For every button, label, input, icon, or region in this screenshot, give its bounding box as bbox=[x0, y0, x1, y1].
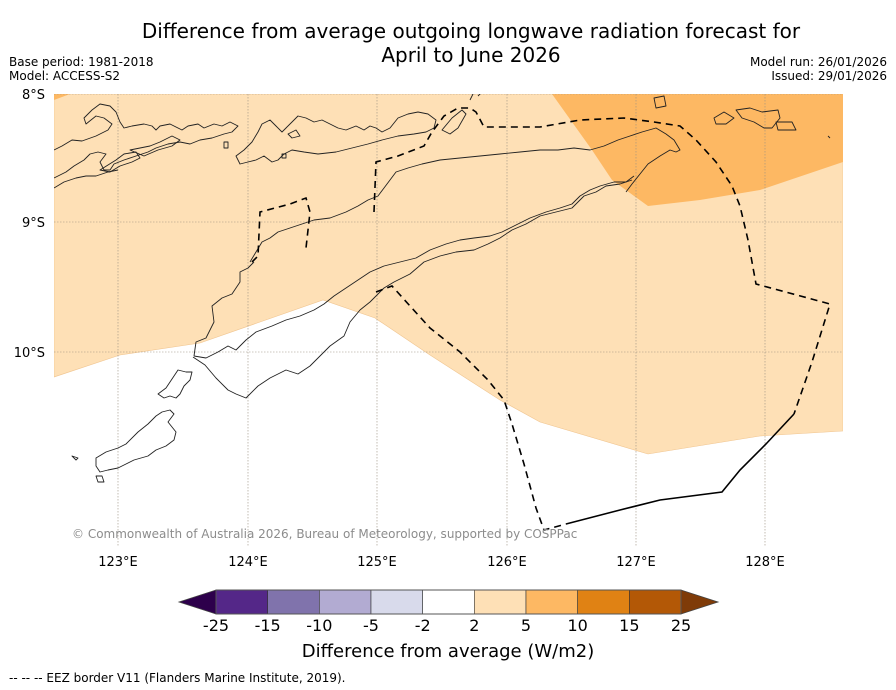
colorbar-segment bbox=[267, 589, 320, 615]
colorbar-segment bbox=[370, 589, 423, 615]
colorbar-under-arrow bbox=[177, 589, 217, 615]
colorbar-tick-label: 15 bbox=[619, 616, 639, 635]
coastline-island-savu bbox=[95, 409, 177, 473]
coastline-island-ne bbox=[653, 95, 667, 109]
colorbar-frame bbox=[215, 589, 682, 615]
coastline-island-ne bbox=[827, 135, 831, 139]
colorbar-title: Difference from average (W/m2) bbox=[302, 641, 594, 662]
coastline-timor-southeast bbox=[192, 179, 633, 399]
base-period: Base period: 1981-2018 bbox=[9, 55, 154, 69]
colorbar-tick-label: 5 bbox=[521, 616, 531, 635]
eez-border-solid bbox=[565, 413, 795, 525]
coastline-island bbox=[99, 151, 141, 173]
colorbar-tick-label: -15 bbox=[255, 616, 281, 635]
copyright-text: © Commonwealth of Australia 2026, Bureau… bbox=[72, 527, 577, 541]
colorbar-segment bbox=[319, 589, 372, 615]
colorbar: -25 -15 -10 -5 -2 2 5 10 15 25 bbox=[177, 589, 720, 635]
coastline-island bbox=[441, 109, 467, 135]
x-tick-label: 126°E bbox=[487, 555, 527, 570]
coastline-island bbox=[281, 153, 287, 159]
coastline-island-rote bbox=[157, 369, 193, 399]
title-line-2: April to June 2026 bbox=[381, 43, 561, 67]
coastline-island bbox=[54, 103, 239, 179]
region-5-to-10-ne bbox=[552, 94, 843, 206]
x-axis-labels: 123°E 124°E 125°E 126°E 127°E 128°E bbox=[98, 555, 785, 570]
colorbar-tick-label: -10 bbox=[306, 616, 332, 635]
region-5-to-10-nw bbox=[54, 94, 70, 100]
coastline-island-ne bbox=[713, 111, 735, 125]
colorbar-tick-label: -2 bbox=[415, 616, 431, 635]
colorbar-tick-label: 10 bbox=[567, 616, 587, 635]
eez-border bbox=[251, 107, 832, 531]
y-tick-label: 8°S bbox=[22, 88, 45, 103]
y-axis-labels: 8°S 9°S 10°S bbox=[14, 88, 45, 361]
colorbar-segment bbox=[525, 589, 578, 615]
coastline-island bbox=[469, 94, 481, 101]
title-line-1: Difference from average outgoing longwav… bbox=[141, 19, 801, 43]
coastline-island bbox=[287, 129, 301, 139]
y-tick-label: 9°S bbox=[22, 216, 45, 231]
coastlines bbox=[54, 94, 831, 483]
colorbar-segment bbox=[215, 589, 268, 615]
model-name: Model: ACCESS-S2 bbox=[9, 69, 121, 83]
colorbar-segment bbox=[474, 589, 527, 615]
x-tick-label: 127°E bbox=[616, 555, 656, 570]
colorbar-segment bbox=[422, 589, 475, 615]
meta-left: Base period: 1981-2018 Model: ACCESS-S2 bbox=[9, 55, 154, 83]
gridlines bbox=[54, 94, 843, 546]
coastline-island bbox=[71, 455, 79, 461]
coastline-island bbox=[129, 135, 181, 157]
coastline-timor-north bbox=[54, 127, 681, 263]
colorbar-segment bbox=[629, 589, 682, 615]
x-tick-label: 128°E bbox=[745, 555, 785, 570]
eez-border-dashed bbox=[375, 285, 567, 531]
x-tick-label: 123°E bbox=[98, 555, 138, 570]
eez-border-dashed bbox=[373, 107, 832, 415]
chart-title: Difference from average outgoing longwav… bbox=[0, 19, 896, 67]
x-tick-label: 125°E bbox=[357, 555, 397, 570]
model-run: Model run: 26/01/2026 bbox=[749, 55, 887, 69]
colorbar-tick-label: -5 bbox=[363, 616, 379, 635]
colorbar-tick-label: 2 bbox=[469, 616, 479, 635]
colorbar-tick-label: 25 bbox=[671, 616, 691, 635]
y-tick-label: 10°S bbox=[14, 346, 45, 361]
colorbar-over-arrow bbox=[680, 589, 720, 615]
x-tick-label: 124°E bbox=[228, 555, 268, 570]
plot-area: © Commonwealth of Australia 2026, Bureau… bbox=[54, 94, 843, 546]
issued-date: Issued: 29/01/2026 bbox=[771, 69, 887, 83]
coastline-island-alor bbox=[235, 111, 437, 165]
coastline-island bbox=[223, 141, 229, 149]
coastline-island bbox=[95, 475, 105, 483]
coastline-island-ne bbox=[775, 121, 797, 131]
colorbar-segment bbox=[577, 589, 630, 615]
meta-right: Model run: 26/01/2026 Issued: 29/01/2026 bbox=[750, 55, 887, 83]
coastline-timor-south bbox=[193, 175, 635, 359]
colorbar-tick-label: -25 bbox=[203, 616, 229, 635]
eez-note: -- -- -- EEZ border V11 (Flanders Marine… bbox=[9, 671, 346, 685]
